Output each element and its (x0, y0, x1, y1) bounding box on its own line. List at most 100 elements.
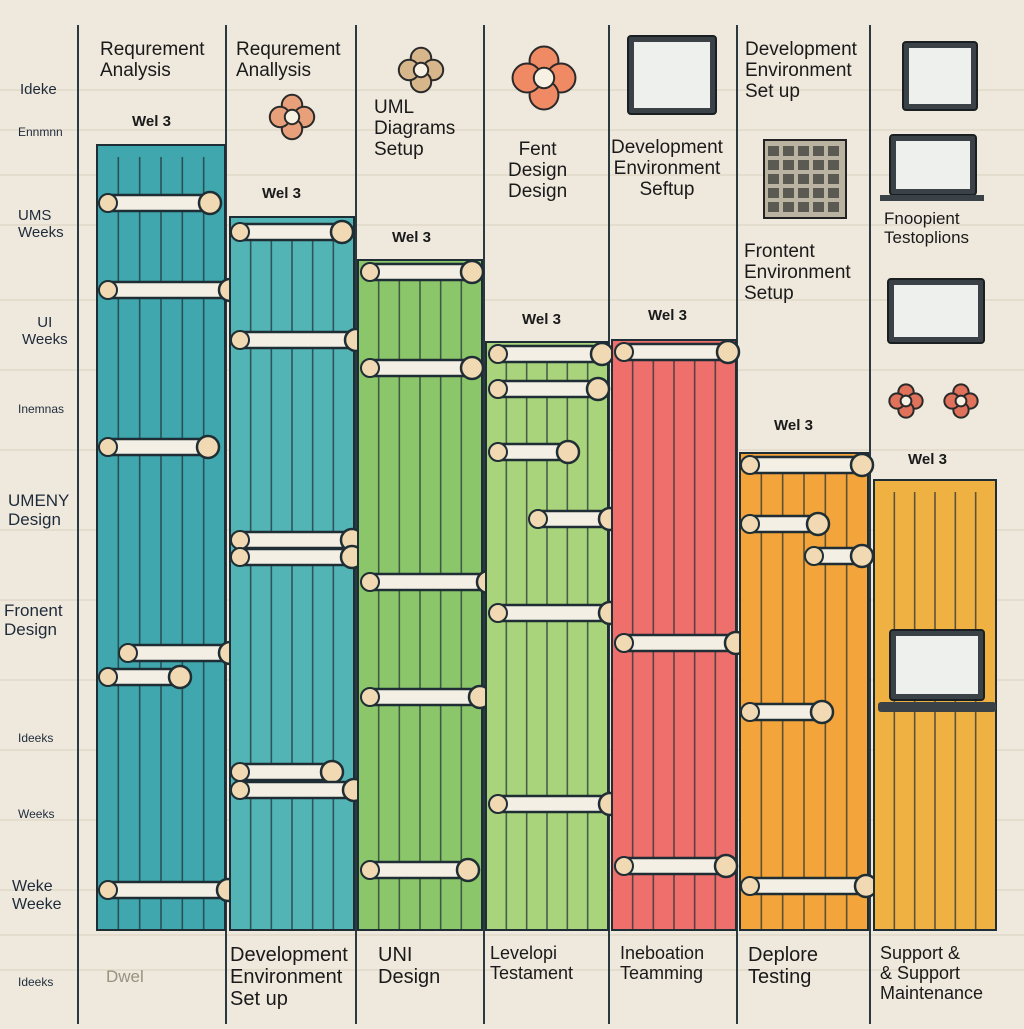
task-handle (740, 699, 835, 725)
row-label: Ennmnn (18, 125, 63, 139)
calendar-cell (768, 188, 779, 198)
task-handle (488, 791, 623, 817)
gantt-column-bar (485, 341, 623, 931)
laptop-icon (889, 629, 985, 701)
task-knob (167, 664, 193, 690)
calendar-cell (813, 174, 824, 184)
task-knob (585, 376, 611, 402)
row-label: Ideke (20, 81, 57, 98)
week-label: Wel 3 (522, 311, 561, 328)
task-knob (589, 341, 615, 367)
row-label: Ideeks (18, 975, 54, 989)
task-handle (230, 759, 345, 785)
task-bar (230, 330, 358, 350)
task-knob (230, 780, 250, 800)
column-title: Fent Design Design (508, 139, 568, 202)
calendar-cell (813, 146, 824, 156)
task-knob (740, 876, 760, 896)
task-knob (488, 442, 508, 462)
task-handle (360, 355, 485, 381)
calendar-cell (828, 202, 839, 212)
task-knob (98, 880, 118, 900)
task-handle (98, 190, 223, 216)
phase-label: Dwel (106, 967, 144, 986)
flower-icon (268, 93, 316, 141)
phase-label: UNI Design (378, 944, 441, 988)
phase-label: Deplore Testing (748, 944, 819, 988)
task-handle (98, 877, 241, 903)
monitor-screen (909, 48, 971, 104)
task-handle (488, 439, 581, 465)
calendar-cell (768, 146, 779, 156)
calendar-icon (763, 139, 847, 219)
task-handle (804, 543, 875, 569)
task-handle (230, 219, 355, 245)
task-knob (555, 439, 581, 465)
berry-icon (888, 383, 924, 419)
task-knob (360, 572, 380, 592)
row-label: Fronent Design (4, 601, 63, 639)
task-knob (849, 543, 875, 569)
calendar-cell (798, 188, 809, 198)
task-knob (614, 633, 634, 653)
task-knob (488, 344, 508, 364)
task-handle (488, 600, 623, 626)
calendar-cell (798, 174, 809, 184)
task-knob (740, 455, 760, 475)
task-knob (804, 546, 824, 566)
task-handle (230, 527, 365, 553)
week-label: Wel 3 (648, 307, 687, 324)
task-knob (360, 860, 380, 880)
task-knob (98, 667, 118, 687)
task-handle (488, 341, 615, 367)
task-handle (230, 544, 365, 570)
calendar-cell (783, 188, 794, 198)
task-bar (230, 780, 356, 800)
task-handle (740, 452, 875, 478)
flower-center (532, 66, 556, 90)
phase-label: Levelopi Testament (490, 943, 574, 983)
task-knob (488, 794, 508, 814)
task-handle (360, 569, 501, 595)
calendar-cell (813, 188, 824, 198)
task-knob (528, 509, 548, 529)
task-handle (360, 684, 493, 710)
monitor-screen (896, 141, 970, 189)
calendar-cell (783, 202, 794, 212)
row-label: Weke Weeke (12, 878, 62, 913)
phase-label: Ineboation Teamming (620, 943, 705, 983)
task-bar (360, 572, 490, 592)
task-knob (809, 699, 835, 725)
task-handle (118, 640, 243, 666)
task-knob (230, 547, 250, 567)
task-knob (360, 687, 380, 707)
calendar-cell (783, 146, 794, 156)
task-knob (195, 434, 221, 460)
monitor-icon (902, 41, 978, 111)
task-handle (614, 339, 741, 365)
flower-center (954, 394, 968, 408)
column-title: Development Environment Seftup (611, 137, 723, 200)
laptop-base (880, 195, 984, 201)
calendar-cell (783, 160, 794, 170)
monitor-screen (896, 636, 978, 694)
berry-icon (943, 383, 979, 419)
task-knob (459, 259, 485, 285)
task-knob (329, 219, 355, 245)
calendar-cell (768, 160, 779, 170)
laptop-base (878, 702, 996, 712)
task-knob (98, 193, 118, 213)
task-knob (614, 856, 634, 876)
calendar-cell (798, 202, 809, 212)
row-label: UI Weeks (22, 314, 68, 348)
flower-icon (397, 46, 445, 94)
task-knob (98, 437, 118, 457)
task-handle (230, 777, 367, 803)
flower-center (283, 108, 301, 126)
monitor-screen (634, 42, 710, 108)
task-handle (360, 259, 485, 285)
week-label: Wel 3 (774, 417, 813, 434)
task-handle (528, 506, 623, 532)
phase-label: Support & & Support Maintenance (880, 943, 984, 1003)
